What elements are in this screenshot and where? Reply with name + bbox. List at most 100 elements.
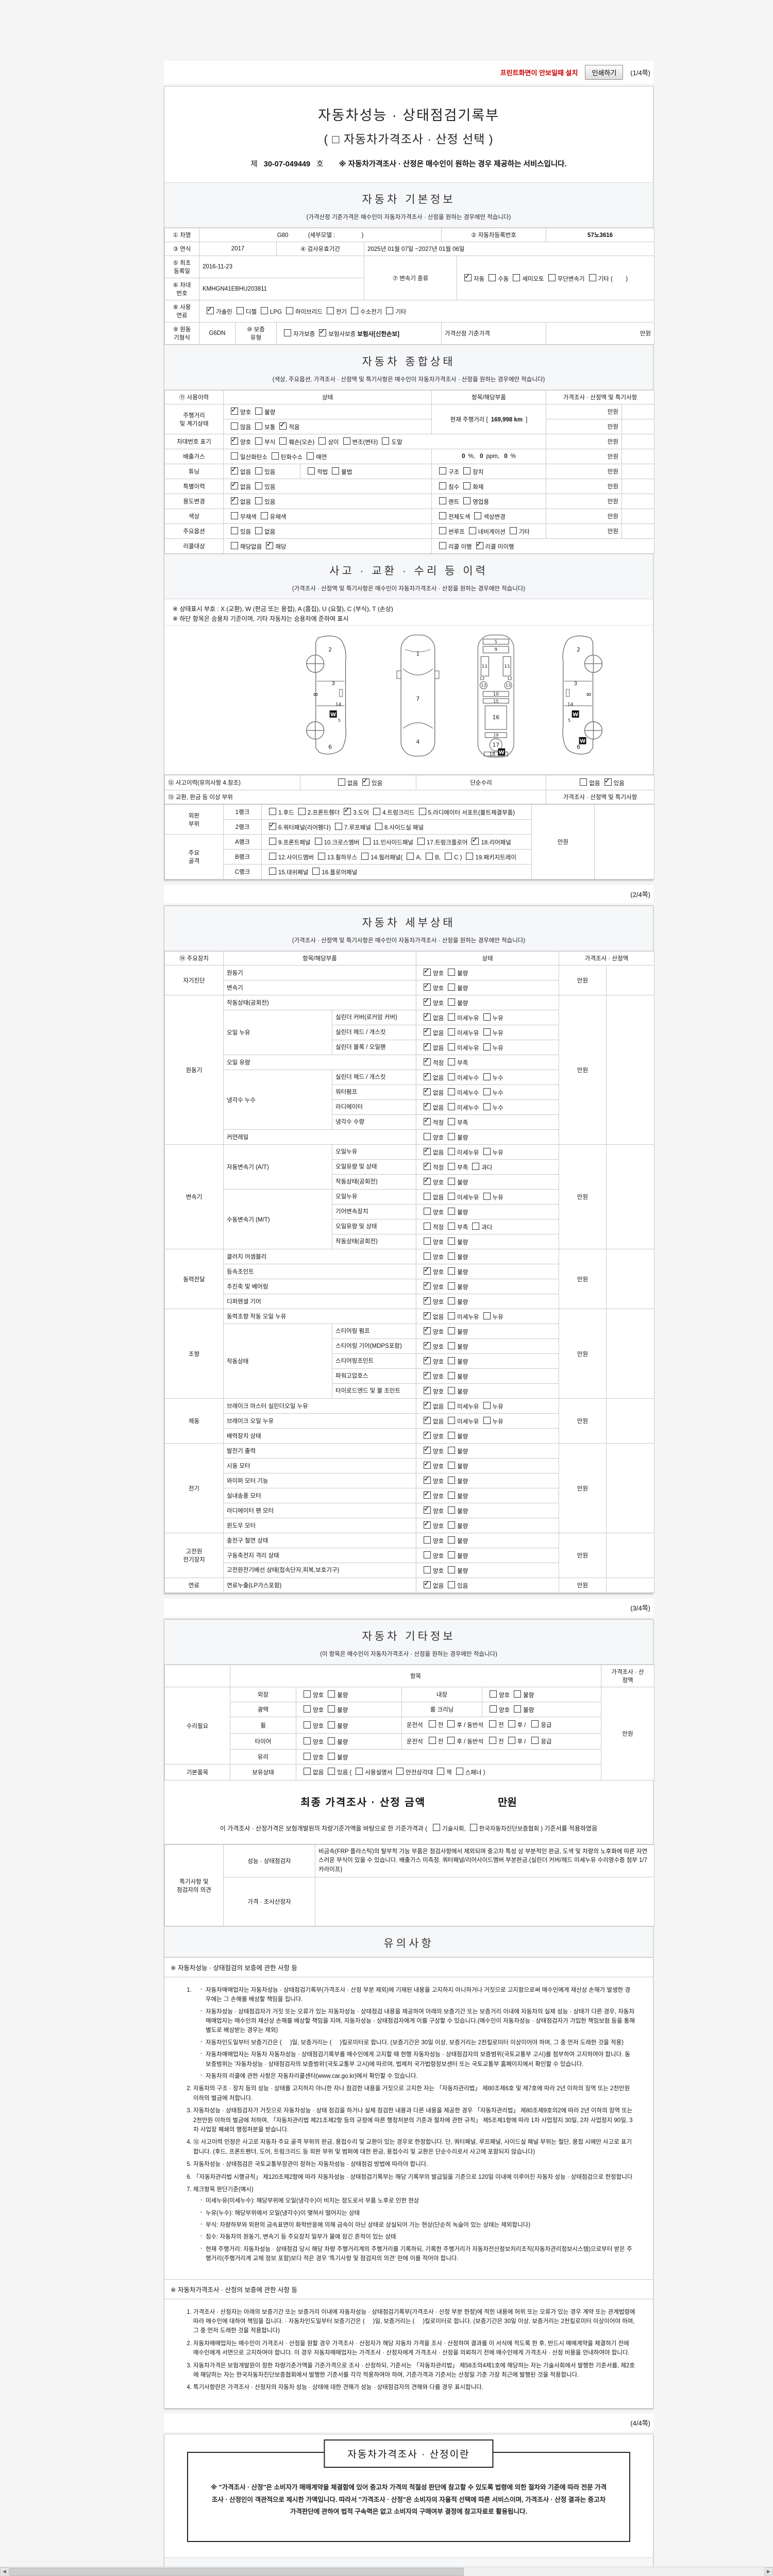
checkbox[interactable]	[448, 1028, 456, 1036]
scroll-right-arrow[interactable]: ▶	[764, 2567, 773, 2575]
checkbox[interactable]	[448, 1506, 456, 1514]
checkbox[interactable]	[284, 329, 291, 336]
checkbox[interactable]	[589, 274, 596, 281]
checkbox[interactable]	[260, 307, 268, 314]
checkbox[interactable]	[483, 1417, 491, 1425]
checkbox[interactable]	[279, 420, 287, 430]
checkbox[interactable]	[231, 435, 238, 445]
checkbox[interactable]	[424, 1223, 431, 1230]
checkbox[interactable]	[508, 1720, 515, 1728]
checkbox[interactable]	[474, 512, 482, 519]
checkbox[interactable]	[483, 1148, 491, 1156]
checkbox[interactable]	[439, 467, 446, 474]
checkbox[interactable]	[424, 1504, 431, 1514]
checkbox[interactable]	[448, 1267, 456, 1275]
checkbox[interactable]	[231, 465, 238, 474]
checkbox[interactable]	[424, 1566, 431, 1574]
checkbox[interactable]	[304, 1767, 311, 1775]
checkbox[interactable]	[424, 1475, 431, 1484]
checkbox[interactable]	[207, 305, 214, 314]
checkbox[interactable]	[463, 482, 471, 489]
checkbox[interactable]	[231, 542, 238, 549]
checkbox[interactable]	[231, 452, 238, 460]
checkbox[interactable]	[314, 838, 322, 845]
checkbox[interactable]	[424, 1295, 431, 1305]
checkbox[interactable]	[255, 482, 263, 489]
checkbox[interactable]	[424, 1370, 431, 1380]
checkbox[interactable]	[448, 1118, 456, 1126]
checkbox[interactable]	[424, 1011, 431, 1021]
checkbox[interactable]	[448, 1312, 456, 1320]
checkbox[interactable]	[328, 1767, 335, 1775]
checkbox[interactable]	[483, 1043, 491, 1051]
checkbox[interactable]	[508, 1736, 515, 1744]
checkbox[interactable]	[448, 1477, 456, 1484]
checkbox[interactable]	[255, 497, 263, 504]
checkbox[interactable]	[424, 1280, 431, 1290]
checkbox[interactable]	[468, 527, 476, 534]
checkbox[interactable]	[424, 1536, 431, 1544]
checkbox[interactable]	[447, 1720, 455, 1728]
checkbox[interactable]	[396, 1767, 404, 1775]
checkbox[interactable]	[363, 838, 371, 845]
checkbox[interactable]	[362, 776, 369, 786]
checkbox[interactable]	[439, 482, 446, 489]
checkbox[interactable]	[448, 1492, 456, 1499]
checkbox[interactable]	[448, 1521, 456, 1529]
checkbox[interactable]	[448, 1163, 456, 1171]
checkbox[interactable]	[424, 1400, 431, 1410]
checkbox[interactable]	[317, 853, 325, 860]
checkbox[interactable]	[489, 1720, 497, 1728]
checkbox[interactable]	[231, 480, 238, 489]
checkbox[interactable]	[407, 853, 414, 860]
checkbox[interactable]	[424, 1325, 431, 1335]
checkbox[interactable]	[489, 274, 496, 281]
checkbox[interactable]	[343, 437, 350, 445]
checkbox[interactable]	[472, 1163, 480, 1171]
checkbox[interactable]	[255, 467, 263, 474]
checkbox[interactable]	[448, 1208, 456, 1215]
checkbox[interactable]	[514, 1690, 522, 1698]
checkbox[interactable]	[424, 1265, 431, 1275]
checkbox[interactable]	[469, 1824, 477, 1832]
checkbox[interactable]	[424, 1445, 431, 1454]
checkbox[interactable]	[424, 1415, 431, 1425]
checkbox[interactable]	[580, 778, 587, 786]
checkbox[interactable]	[424, 1430, 431, 1439]
checkbox[interactable]	[424, 1193, 431, 1200]
checkbox[interactable]	[448, 1133, 456, 1141]
checkbox[interactable]	[424, 1579, 431, 1589]
checkbox[interactable]	[604, 776, 612, 786]
checkbox[interactable]	[255, 422, 263, 430]
checkbox[interactable]	[424, 1071, 431, 1081]
checkbox[interactable]	[428, 1736, 436, 1744]
checkbox[interactable]	[448, 1013, 456, 1021]
checkbox[interactable]	[326, 307, 334, 314]
checkbox[interactable]	[338, 778, 345, 786]
checkbox[interactable]	[448, 1387, 456, 1395]
checkbox[interactable]	[424, 1176, 431, 1185]
checkbox[interactable]	[483, 1073, 491, 1081]
checkbox[interactable]	[445, 853, 452, 860]
checkbox[interactable]	[433, 1824, 441, 1832]
checkbox[interactable]	[424, 1519, 431, 1529]
checkbox[interactable]	[269, 868, 276, 875]
checkbox[interactable]	[448, 1372, 456, 1380]
checkbox[interactable]	[490, 1690, 497, 1698]
checkbox[interactable]	[285, 307, 293, 314]
checkbox[interactable]	[448, 1432, 456, 1439]
checkbox[interactable]	[483, 1088, 491, 1096]
checkbox[interactable]	[231, 527, 238, 534]
checkbox[interactable]	[448, 1058, 456, 1066]
checkbox[interactable]	[307, 452, 314, 460]
checkbox[interactable]	[472, 836, 479, 845]
checkbox[interactable]	[308, 467, 315, 474]
checkbox[interactable]	[304, 1705, 311, 1713]
checkbox[interactable]	[483, 1312, 491, 1320]
checkbox[interactable]	[334, 823, 342, 831]
checkbox[interactable]	[424, 1026, 431, 1036]
checkbox[interactable]	[424, 1252, 431, 1260]
checkbox[interactable]	[424, 1056, 431, 1066]
checkbox[interactable]	[483, 1103, 491, 1111]
checkbox[interactable]	[448, 1088, 456, 1096]
